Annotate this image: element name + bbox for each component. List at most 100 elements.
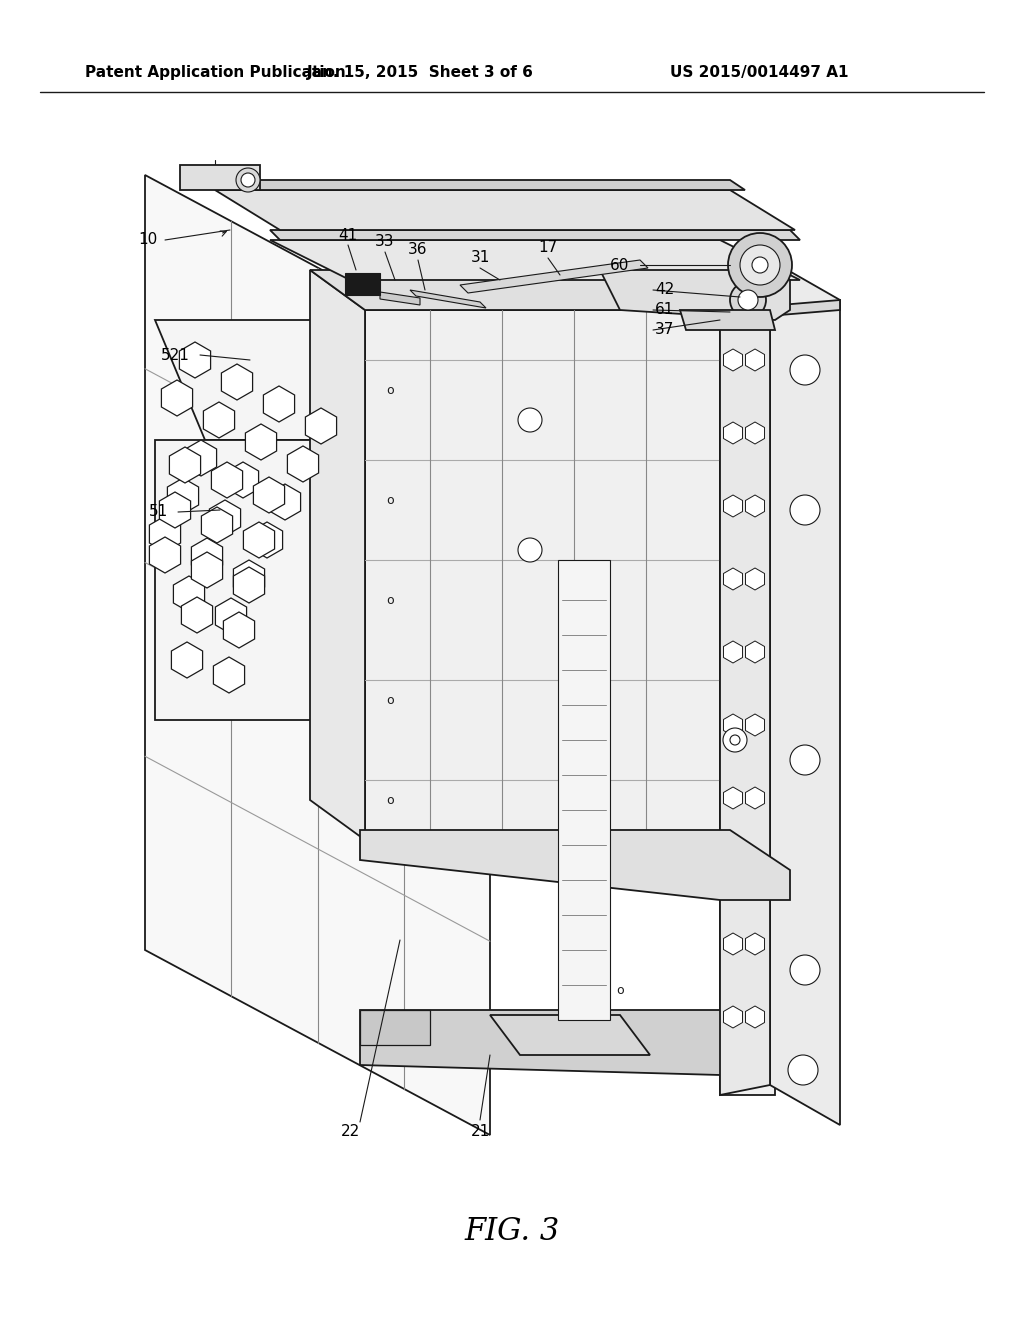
Polygon shape bbox=[720, 300, 770, 1096]
Polygon shape bbox=[360, 1010, 780, 1074]
Polygon shape bbox=[720, 319, 775, 1096]
Text: o: o bbox=[386, 384, 394, 396]
Polygon shape bbox=[233, 568, 264, 603]
Polygon shape bbox=[288, 446, 318, 482]
Circle shape bbox=[730, 282, 766, 318]
Text: 51: 51 bbox=[148, 504, 168, 520]
Polygon shape bbox=[490, 1015, 650, 1055]
Polygon shape bbox=[215, 180, 745, 190]
Polygon shape bbox=[724, 348, 742, 371]
Text: 41: 41 bbox=[338, 227, 357, 243]
Polygon shape bbox=[724, 495, 742, 517]
Polygon shape bbox=[252, 521, 283, 558]
Polygon shape bbox=[745, 422, 765, 444]
Polygon shape bbox=[770, 260, 840, 1125]
Polygon shape bbox=[269, 484, 301, 520]
Polygon shape bbox=[185, 440, 217, 477]
Text: 22: 22 bbox=[340, 1125, 359, 1139]
Polygon shape bbox=[360, 1010, 430, 1045]
Polygon shape bbox=[745, 495, 765, 517]
Circle shape bbox=[723, 729, 746, 752]
Polygon shape bbox=[173, 576, 205, 612]
Polygon shape bbox=[179, 342, 211, 378]
Text: 33: 33 bbox=[375, 235, 394, 249]
Polygon shape bbox=[724, 1006, 742, 1028]
Text: o: o bbox=[386, 693, 394, 706]
Polygon shape bbox=[745, 861, 765, 882]
Circle shape bbox=[752, 257, 768, 273]
Text: 31: 31 bbox=[470, 251, 489, 265]
Text: o: o bbox=[386, 594, 394, 606]
Polygon shape bbox=[558, 560, 610, 1020]
Polygon shape bbox=[724, 787, 742, 809]
Polygon shape bbox=[167, 478, 199, 513]
Polygon shape bbox=[360, 830, 790, 900]
Polygon shape bbox=[180, 165, 260, 190]
Polygon shape bbox=[460, 260, 648, 293]
Polygon shape bbox=[745, 348, 765, 371]
Text: o: o bbox=[386, 494, 394, 507]
Circle shape bbox=[728, 234, 792, 297]
Polygon shape bbox=[215, 598, 247, 634]
Polygon shape bbox=[181, 597, 213, 634]
Polygon shape bbox=[745, 933, 765, 954]
Polygon shape bbox=[145, 176, 490, 1135]
Polygon shape bbox=[745, 568, 765, 590]
Circle shape bbox=[788, 1055, 818, 1085]
Polygon shape bbox=[745, 714, 765, 737]
Polygon shape bbox=[223, 612, 255, 648]
Polygon shape bbox=[210, 500, 241, 536]
Circle shape bbox=[790, 954, 820, 985]
Polygon shape bbox=[211, 462, 243, 498]
Polygon shape bbox=[410, 290, 486, 308]
Polygon shape bbox=[720, 300, 840, 319]
Polygon shape bbox=[171, 642, 203, 678]
Polygon shape bbox=[745, 787, 765, 809]
Polygon shape bbox=[724, 568, 742, 590]
Polygon shape bbox=[246, 424, 276, 459]
Text: o: o bbox=[386, 793, 394, 807]
Polygon shape bbox=[724, 642, 742, 663]
Polygon shape bbox=[202, 507, 232, 543]
Text: FIG. 3: FIG. 3 bbox=[464, 1217, 560, 1247]
Polygon shape bbox=[155, 440, 380, 719]
Text: 10: 10 bbox=[138, 232, 158, 248]
Text: 21: 21 bbox=[470, 1125, 489, 1139]
Polygon shape bbox=[162, 380, 193, 416]
Text: 42: 42 bbox=[655, 282, 674, 297]
Polygon shape bbox=[380, 292, 420, 305]
Text: 60: 60 bbox=[610, 257, 630, 272]
Text: 17: 17 bbox=[539, 240, 558, 256]
Polygon shape bbox=[310, 271, 365, 840]
Text: 61: 61 bbox=[655, 302, 675, 318]
Polygon shape bbox=[365, 310, 720, 840]
Polygon shape bbox=[680, 310, 775, 330]
Text: Patent Application Publication: Patent Application Publication bbox=[85, 65, 346, 79]
Circle shape bbox=[518, 539, 542, 562]
Polygon shape bbox=[215, 190, 795, 230]
Polygon shape bbox=[270, 240, 800, 280]
Polygon shape bbox=[305, 408, 337, 444]
Text: 37: 37 bbox=[655, 322, 675, 338]
Circle shape bbox=[518, 408, 542, 432]
Text: 36: 36 bbox=[409, 243, 428, 257]
Polygon shape bbox=[745, 1006, 765, 1028]
Polygon shape bbox=[253, 477, 285, 513]
Polygon shape bbox=[724, 933, 742, 954]
Polygon shape bbox=[233, 560, 264, 597]
Text: 521: 521 bbox=[161, 347, 189, 363]
Circle shape bbox=[730, 735, 740, 744]
Polygon shape bbox=[724, 714, 742, 737]
Polygon shape bbox=[204, 403, 234, 438]
Polygon shape bbox=[310, 271, 775, 310]
Polygon shape bbox=[191, 552, 222, 587]
Polygon shape bbox=[169, 447, 201, 483]
Circle shape bbox=[790, 744, 820, 775]
Text: Jan. 15, 2015  Sheet 3 of 6: Jan. 15, 2015 Sheet 3 of 6 bbox=[306, 65, 534, 79]
Polygon shape bbox=[221, 364, 253, 400]
Circle shape bbox=[738, 290, 758, 310]
Polygon shape bbox=[270, 230, 800, 240]
Polygon shape bbox=[263, 385, 295, 422]
Circle shape bbox=[740, 246, 780, 285]
Polygon shape bbox=[724, 422, 742, 444]
